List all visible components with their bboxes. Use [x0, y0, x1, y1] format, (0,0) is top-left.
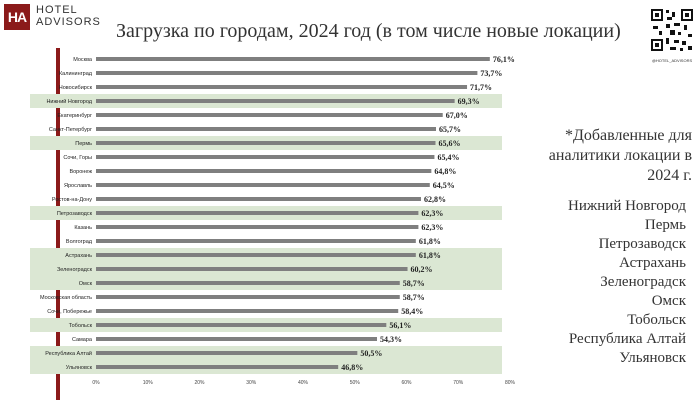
added-locations-list: Нижний Новгород Пермь Петрозаводск Астра…	[510, 197, 686, 368]
data-label: 65,7%	[439, 125, 461, 134]
added-location-item: Республика Алтай	[568, 331, 686, 347]
data-label: 61,8%	[419, 251, 441, 260]
data-label: 50,5%	[360, 349, 382, 358]
qr-code-image	[650, 8, 694, 52]
added-location-item: Нижний Новгород	[568, 198, 686, 214]
bar	[96, 239, 416, 243]
bar	[96, 197, 421, 201]
bar	[96, 309, 399, 313]
added-location-item: Омск	[651, 293, 686, 309]
bar	[96, 71, 478, 75]
category-label: Волгоград	[66, 239, 93, 245]
logo-line-1: HOTEL	[36, 4, 78, 16]
data-label: 56,1%	[389, 321, 411, 330]
qr-caption: @HOTEL_ADVISORS	[651, 58, 693, 63]
x-tick-label: 0%	[92, 380, 100, 386]
accent-line	[56, 48, 60, 400]
bar	[96, 281, 400, 285]
bar	[96, 183, 430, 187]
bar	[96, 85, 468, 89]
logo-line-2: ADVISORS	[36, 16, 101, 28]
category-label: Московская область	[40, 295, 92, 301]
data-label: 58,4%	[401, 307, 423, 316]
category-label: Ульяновск	[66, 365, 93, 371]
data-label: 76,1%	[493, 55, 515, 64]
data-label: 46,8%	[341, 363, 363, 372]
bar	[96, 113, 443, 117]
data-label: 60,2%	[411, 265, 433, 274]
bar	[96, 323, 387, 327]
x-tick-label: 10%	[143, 380, 154, 386]
data-label: 64,5%	[433, 181, 455, 190]
data-label: 61,8%	[419, 237, 441, 246]
category-label: Новосибирск	[59, 85, 93, 91]
bar	[96, 99, 455, 103]
category-label: Зеленоградск	[57, 267, 93, 273]
added-location-item: Тобольск	[627, 312, 686, 328]
bar	[96, 295, 400, 299]
bar	[96, 225, 419, 229]
data-label: 54,3%	[380, 335, 402, 344]
added-location-item: Петрозаводск	[598, 236, 686, 252]
x-tick-label: 80%	[505, 380, 516, 386]
category-label: Республика Алтай	[45, 350, 92, 357]
bar	[96, 211, 419, 215]
category-label: Астрахань	[65, 253, 92, 259]
category-label: Омск	[79, 281, 93, 287]
bar	[96, 365, 339, 369]
x-tick-label: 20%	[194, 380, 205, 386]
data-label: 69,3%	[458, 97, 480, 106]
data-label: 67,0%	[446, 111, 468, 120]
side-note: *Добавленные для аналитики локации в 202…	[548, 127, 692, 184]
category-label: Нижний Новгород	[46, 98, 92, 105]
category-label: Пермь	[75, 141, 92, 147]
added-location-item: Ульяновск	[619, 350, 686, 366]
bar	[96, 337, 378, 341]
data-label: 58,7%	[403, 279, 425, 288]
category-label: Самара	[72, 337, 93, 343]
bar	[96, 141, 436, 145]
category-label: Петрозаводск	[57, 211, 93, 217]
data-label: 62,3%	[421, 209, 443, 218]
category-label: Ростов-на-Дону	[52, 197, 92, 203]
added-location-item: Астрахань	[619, 255, 686, 271]
data-label: 71,7%	[470, 83, 492, 92]
bar	[96, 253, 416, 257]
category-label: Санкт-Петербург	[49, 127, 92, 133]
bar	[96, 169, 432, 173]
bar	[96, 351, 358, 355]
category-label: Сочи, Побережье	[47, 309, 92, 315]
category-label: Ярославль	[64, 183, 92, 189]
category-label: Воронеж	[69, 169, 92, 175]
bar	[96, 155, 435, 159]
data-label: 58,7%	[403, 293, 425, 302]
bar	[96, 267, 408, 271]
data-label: 73,7%	[480, 69, 502, 78]
x-tick-label: 40%	[298, 380, 309, 386]
category-label: Калининград	[59, 71, 93, 77]
x-tick-label: 70%	[453, 380, 464, 386]
data-label: 62,8%	[424, 195, 446, 204]
data-label: 65,4%	[437, 153, 459, 162]
bar	[96, 57, 490, 61]
added-location-item: Пермь	[644, 217, 686, 233]
category-label: Москва	[73, 57, 93, 63]
x-tick-label: 60%	[401, 380, 412, 386]
category-label: Сочи, Горы	[63, 155, 92, 161]
category-label: Казань	[74, 225, 92, 231]
logo-text: HOTEL ADVISORS	[36, 4, 116, 28]
data-label: 65,6%	[438, 139, 460, 148]
bar	[96, 127, 436, 131]
category-label: Тобольск	[69, 323, 93, 329]
occupancy-bar-chart: Москва 76,1% Калининград 73,7% Новосибирск 71…	[30, 55, 516, 386]
data-label: 62,3%	[421, 223, 443, 232]
x-tick-label: 30%	[246, 380, 257, 386]
page-title: Загрузка по городам, 2024 год (в том чис…	[116, 20, 621, 42]
logo-mark: HA	[4, 4, 30, 30]
category-label: Екатеринбург	[57, 113, 92, 119]
data-label: 64,8%	[434, 167, 456, 176]
added-location-item: Зеленоградск	[600, 274, 686, 290]
x-tick-label: 50%	[350, 380, 361, 386]
